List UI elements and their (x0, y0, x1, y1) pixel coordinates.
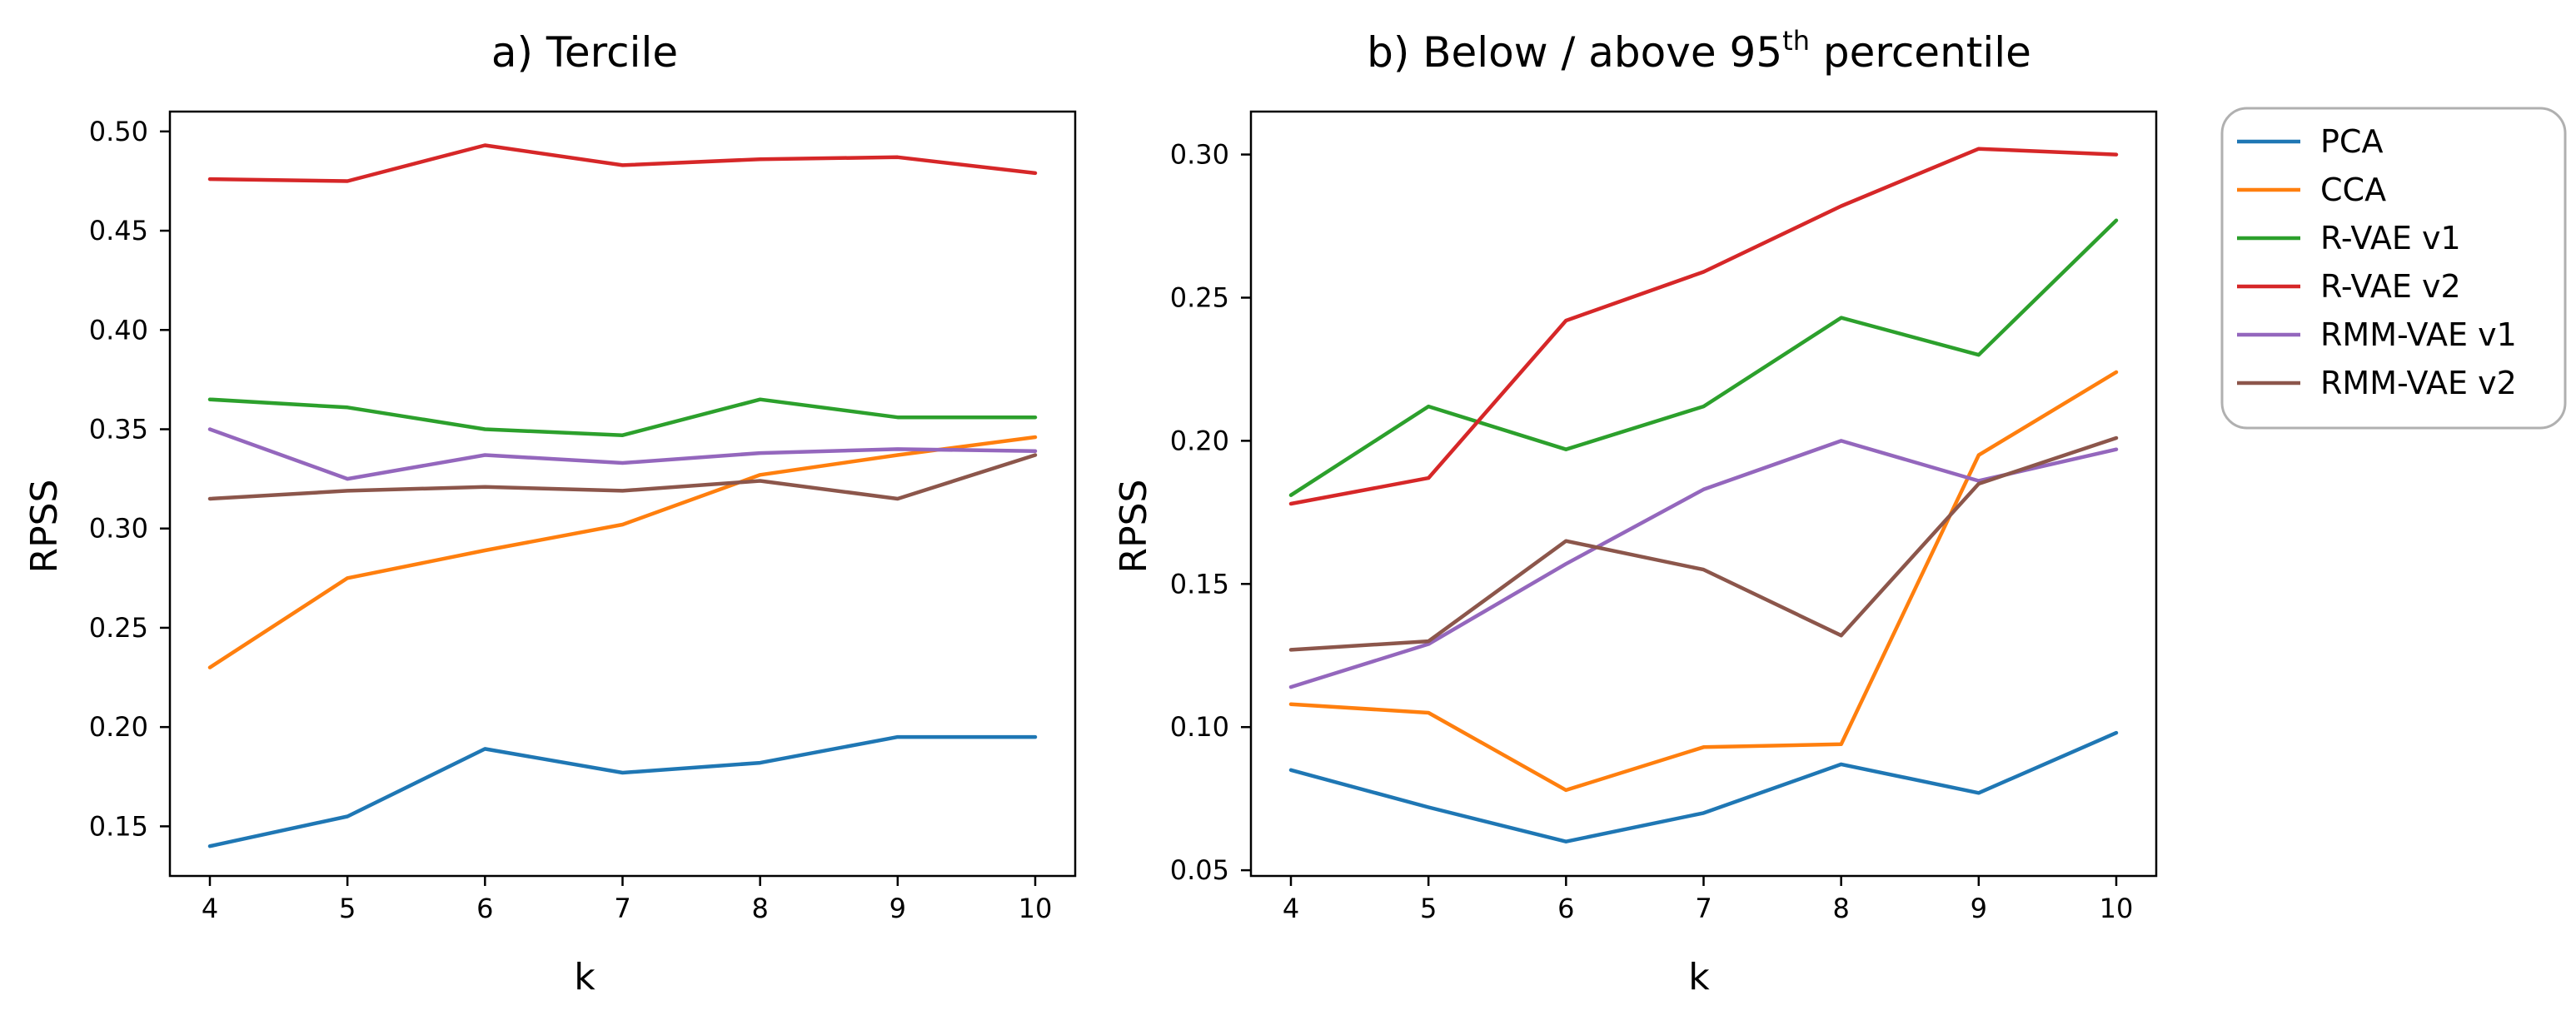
legend-label-cca: CCA (2320, 172, 2386, 208)
panel-b-title: b) Below / above 95th percentile (1367, 25, 2031, 77)
panel-b-y-tick-label: 0.25 (1170, 281, 1229, 313)
panel-b-series-r-vae-v1 (1288, 218, 2119, 497)
legend-label-rmm-vae-v2: RMM-VAE v2 (2320, 365, 2517, 401)
panel-a-x-axis-label: k (574, 956, 595, 998)
panel-b-y-tick-label: 0.10 (1170, 711, 1229, 743)
panel-a-x-tick-label: 10 (1019, 893, 1053, 924)
panel-b-title-superscript: th (1782, 25, 1810, 57)
panel-b-frame (1249, 110, 2158, 878)
panel-a-x-tick-label: 4 (202, 893, 218, 924)
legend-items: PCA CCA R-VAE v1 R-VAE v2 RMM-VAE v1 RMM-VAE … (2237, 123, 2517, 401)
panel-b-series-pca (1288, 730, 2119, 843)
panel-a-series-rmm-vae-v1 (207, 427, 1038, 481)
panel-a-y-tick-label: 0.35 (89, 414, 148, 445)
legend-label-r-vae-v2: R-VAE v2 (2320, 268, 2461, 305)
panel-a-y-tick-label: 0.25 (89, 612, 148, 644)
panel-a-ticks: 4 5 6 7 8 9 10 0.15 0.20 0.25 0.30 0.35 0.40 0.45 0.50 (89, 116, 1053, 924)
panel-b-series-r-vae-v2 (1288, 147, 2119, 506)
panel-b-x-tick-label: 10 (2100, 893, 2134, 924)
panel-a-series-r-vae-v1 (207, 397, 1038, 437)
legend: PCA CCA R-VAE v1 R-VAE v2 RMM-VAE v1 RMM-VAE … (2220, 107, 2567, 430)
panel-a-x-tick-label: 9 (889, 893, 906, 924)
panel-b-ticks: 4 5 6 7 8 9 10 0.05 0.10 0.15 0.20 0.25 0.30 (1170, 139, 2134, 924)
panel-a-y-tick-label: 0.20 (89, 711, 148, 743)
panel-b-series-cca (1288, 370, 2119, 793)
panel-a-lines (207, 143, 1038, 848)
panel-b-x-tick-label: 7 (1695, 893, 1712, 924)
legend-label-r-vae-v1: R-VAE v1 (2320, 220, 2461, 256)
panel-b-y-tick-label: 0.20 (1170, 425, 1229, 456)
panel-b-y-tick-label: 0.15 (1170, 568, 1229, 600)
panel-b-series-rmm-vae-v2 (1288, 435, 2119, 652)
panel-a: a) Tercile RPSS k 4 5 6 7 8 9 10 0.15 0.20 0.25 0.… (23, 28, 1077, 998)
panel-a-y-tick-label: 0.40 (89, 314, 148, 346)
panel-b-title-main: b) Below / above 95 (1367, 28, 1782, 77)
panel-a-y-tick-label: 0.15 (89, 810, 148, 842)
panel-b-x-tick-label: 8 (1832, 893, 1849, 924)
legend-box (2220, 107, 2567, 430)
panel-b: b) Below / above 95th percentile RPSS k … (1113, 25, 2158, 998)
legend-label-pca: PCA (2320, 123, 2383, 160)
panel-b-x-tick-label: 6 (1557, 893, 1574, 924)
panel-b-title-tail: percentile (1810, 28, 2031, 77)
panel-a-x-tick-label: 8 (751, 893, 768, 924)
panel-a-y-tick-label: 0.45 (89, 215, 148, 246)
panel-b-y-axis-label: RPSS (1113, 480, 1155, 574)
panel-b-x-tick-label: 9 (1971, 893, 1987, 924)
panel-b-y-tick-label: 0.30 (1170, 139, 1229, 171)
panel-a-series-pca (207, 734, 1038, 848)
panel-a-y-tick-label: 0.30 (89, 513, 148, 545)
panel-b-x-tick-label: 5 (1420, 893, 1437, 924)
panel-a-x-tick-label: 7 (614, 893, 630, 924)
panel-a-series-r-vae-v2 (207, 143, 1038, 183)
panel-a-x-tick-label: 5 (339, 893, 356, 924)
panel-b-series-rmm-vae-v1 (1288, 439, 2119, 689)
panel-a-y-axis-label: RPSS (23, 480, 66, 574)
legend-label-rmm-vae-v1: RMM-VAE v1 (2320, 316, 2517, 353)
panel-a-x-tick-label: 6 (476, 893, 493, 924)
panel-a-y-tick-label: 0.50 (89, 116, 148, 147)
panel-b-lines (1288, 147, 2119, 843)
panel-a-series-rmm-vae-v2 (207, 453, 1038, 501)
panel-b-x-tick-label: 4 (1283, 893, 1299, 924)
panel-a-title: a) Tercile (491, 28, 678, 77)
panel-a-series-cca (207, 435, 1038, 669)
panel-b-y-tick-label: 0.05 (1170, 854, 1229, 886)
panel-a-frame (168, 110, 1077, 878)
panel-b-x-axis-label: k (1688, 956, 1710, 998)
